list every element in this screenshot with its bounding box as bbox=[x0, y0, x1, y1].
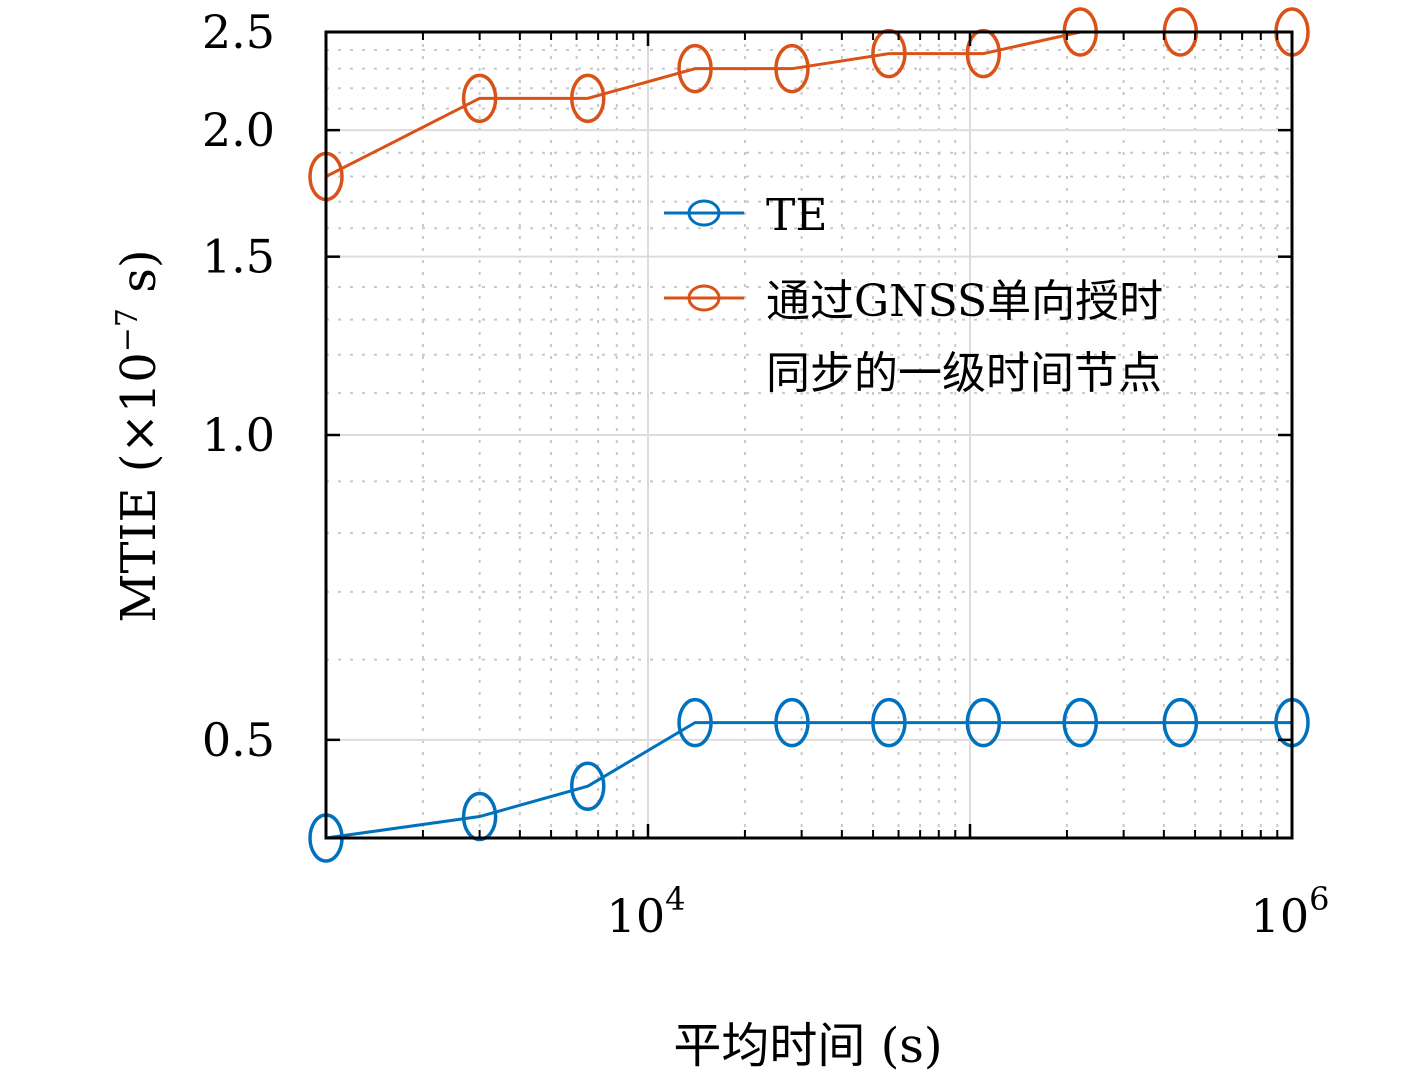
series-0-point bbox=[677, 697, 713, 748]
x-tick-label-base: 10 bbox=[1251, 889, 1310, 943]
y-axis-title-main: MTIE (×10 bbox=[111, 352, 167, 622]
series-0-point bbox=[774, 697, 810, 748]
series-0-point bbox=[570, 761, 606, 811]
y-tick-label: 0.5 bbox=[202, 713, 275, 767]
y-tick-label: 2.5 bbox=[202, 5, 275, 59]
series-1-line bbox=[325, 30, 1292, 178]
series-0-point bbox=[871, 697, 907, 748]
series-0 bbox=[308, 697, 1310, 863]
legend-gnss-marker bbox=[687, 284, 721, 312]
series-0-point bbox=[1162, 697, 1199, 748]
series-1-point bbox=[677, 43, 713, 94]
series-0-point bbox=[1062, 697, 1099, 748]
grid bbox=[326, 31, 1292, 838]
x-tick-label-exponent: 4 bbox=[665, 880, 685, 918]
legend-te-marker bbox=[687, 199, 721, 227]
legend-te-label: TE bbox=[766, 190, 827, 241]
y-axis-title-suffix: s) bbox=[111, 249, 167, 308]
x-axis-title: 平均时间 (s) bbox=[673, 1018, 942, 1074]
series-0-line bbox=[325, 721, 1292, 840]
legend-gnss-label-line-1: 通过GNSS单向授时 bbox=[766, 276, 1163, 327]
y-axis-title: MTIE (×10−7 s) bbox=[110, 249, 167, 622]
legend: TE 通过GNSS单向授时 同步的一级时间节点 bbox=[664, 190, 1163, 399]
series-0-point bbox=[461, 791, 498, 842]
x-tick-label-exponent: 6 bbox=[1309, 880, 1329, 918]
series-1-point bbox=[570, 73, 606, 124]
y-tick-label: 1.5 bbox=[202, 230, 275, 284]
series-0-point bbox=[965, 697, 1002, 748]
x-tick-label: 106 bbox=[1251, 880, 1330, 943]
legend-gnss-label-line-2: 同步的一级时间节点 bbox=[766, 348, 1162, 399]
series-1-point bbox=[461, 73, 498, 124]
x-tick-label-base: 10 bbox=[607, 889, 666, 943]
y-tick-label: 1.0 bbox=[202, 408, 275, 462]
y-tick-label: 2.0 bbox=[202, 103, 275, 157]
y-axis-title-exponent: −7 bbox=[110, 308, 145, 352]
series-1-point bbox=[774, 43, 810, 94]
series-1 bbox=[308, 7, 1310, 202]
x-tick-label: 104 bbox=[607, 880, 686, 943]
